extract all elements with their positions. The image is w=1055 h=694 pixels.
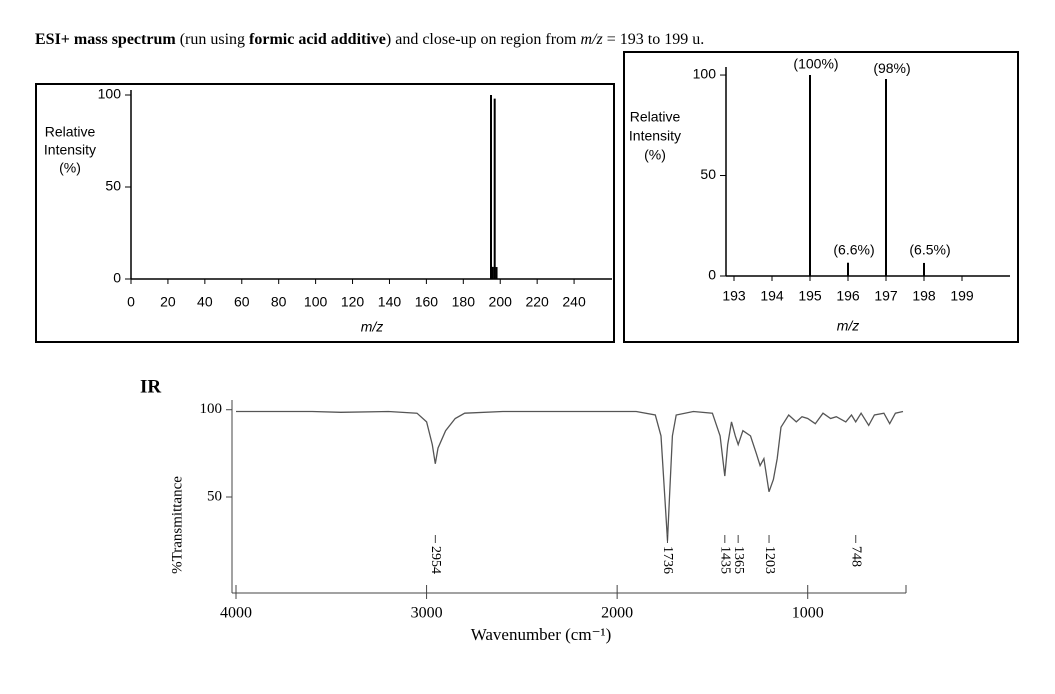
y-tick-label: 50 xyxy=(700,166,716,182)
x-tick-label: 194 xyxy=(760,288,784,304)
y-tick-label: 0 xyxy=(708,267,716,283)
spectrum-line xyxy=(236,410,904,541)
y-tick-label: 50 xyxy=(207,488,222,504)
y-axis-label: Intensity xyxy=(44,142,96,158)
chart-title: IR xyxy=(140,376,161,397)
frame xyxy=(623,51,1019,343)
y-tick-label: 100 xyxy=(98,86,122,102)
annotation-label: 2954 xyxy=(428,546,443,574)
annotation-label: 748 xyxy=(849,546,864,567)
caption-run: = 193 to 199 u. xyxy=(603,31,704,48)
x-tick-label: 195 xyxy=(798,288,822,304)
x-tick-label: 240 xyxy=(562,294,586,310)
peak-label: (6.6%) xyxy=(833,241,874,257)
x-tick-label: 40 xyxy=(197,294,213,310)
caption-run: formic acid additive xyxy=(249,31,386,48)
x-tick-label: 0 xyxy=(127,294,135,310)
x-tick-label: 193 xyxy=(722,288,746,304)
peak-label: (6.5%) xyxy=(909,242,950,258)
x-tick-label: 4000 xyxy=(220,605,252,622)
y-tick-label: 50 xyxy=(105,178,121,194)
y-axis-label: Relative xyxy=(45,124,96,140)
x-tick-label: 140 xyxy=(378,294,402,310)
y-tick-label: 0 xyxy=(113,270,121,286)
x-tick-label: 220 xyxy=(525,294,549,310)
x-tick-label: 2000 xyxy=(601,605,633,622)
annotation-label: 1365 xyxy=(731,546,746,574)
peak-label: (100%) xyxy=(793,56,838,72)
y-tick-label: 100 xyxy=(693,66,717,82)
peak-label: (98%) xyxy=(873,60,910,76)
x-tick-label: 180 xyxy=(452,294,476,310)
x-tick-label: 100 xyxy=(304,294,328,310)
x-tick-label: 160 xyxy=(415,294,439,310)
y-tick-label: 100 xyxy=(200,401,223,417)
x-axis-label: m/z xyxy=(837,318,860,334)
frame xyxy=(35,83,615,343)
y-axis-label: (%) xyxy=(59,160,81,176)
caption: ESI+ mass spectrum (run using formic aci… xyxy=(35,31,704,48)
x-tick-label: 197 xyxy=(874,288,898,304)
x-axis-label: m/z xyxy=(361,319,384,335)
caption-run: (run using xyxy=(176,31,249,48)
x-tick-label: 199 xyxy=(950,288,974,304)
x-tick-label: 1000 xyxy=(792,605,824,622)
x-tick-label: 3000 xyxy=(411,605,443,622)
annotation-label: 1203 xyxy=(762,546,777,574)
y-axis-label: Intensity xyxy=(629,128,681,144)
caption-run: ) and close-up on region from xyxy=(386,31,581,48)
x-tick-label: 200 xyxy=(489,294,513,310)
x-tick-label: 60 xyxy=(234,294,250,310)
annotation-label: 1435 xyxy=(718,546,733,574)
x-tick-label: 120 xyxy=(341,294,365,310)
y-axis-label: Relative xyxy=(630,109,681,125)
y-axis-label: (%) xyxy=(644,147,666,163)
annotation-label: 1736 xyxy=(660,546,675,574)
y-axis-label: %Transmittance xyxy=(169,476,185,574)
x-tick-label: 196 xyxy=(836,288,860,304)
x-tick-label: 20 xyxy=(160,294,176,310)
x-axis-label: Wavenumber (cm⁻¹) xyxy=(471,625,612,644)
caption-run: m/z xyxy=(581,31,604,48)
x-tick-label: 198 xyxy=(912,288,936,304)
x-tick-label: 80 xyxy=(271,294,287,310)
caption-run: ESI+ mass spectrum xyxy=(35,31,176,48)
